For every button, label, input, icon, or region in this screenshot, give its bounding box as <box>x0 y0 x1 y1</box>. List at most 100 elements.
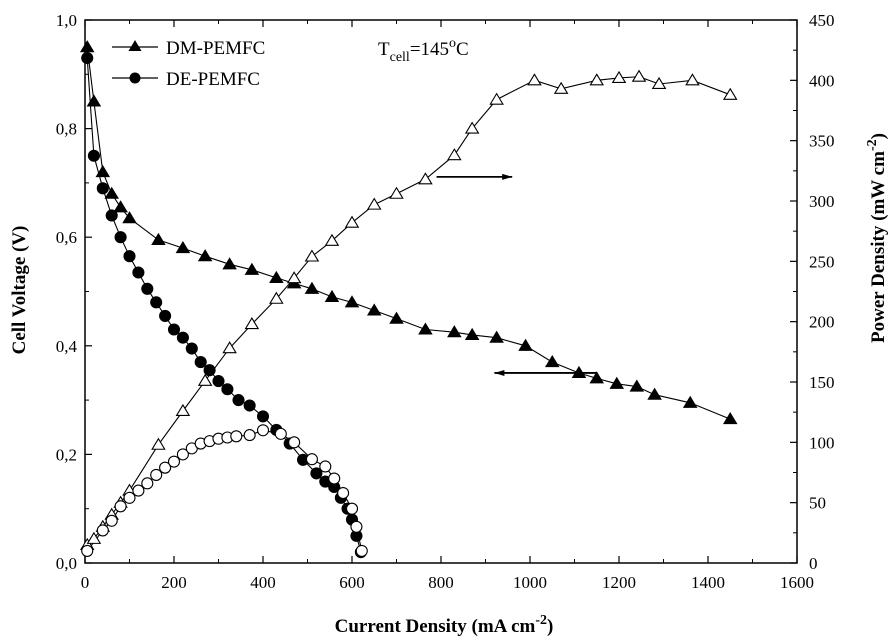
dm-voltage-point <box>344 295 360 308</box>
de-power-point <box>319 460 332 473</box>
anno-value: =145 <box>410 39 449 60</box>
legend-entry-dm-pemfc: DM-PEMFC <box>112 38 265 59</box>
y-left-tick-label: 0,4 <box>56 337 78 356</box>
dm-power-point <box>589 73 605 86</box>
series-line-0 <box>86 47 731 420</box>
x-tick-label: 0 <box>81 573 90 592</box>
de-power-point <box>132 484 145 497</box>
de-power-point <box>345 502 359 515</box>
de-power-point <box>256 424 270 437</box>
dm-voltage-point <box>86 94 102 107</box>
dm-power-point <box>722 87 738 100</box>
dm-voltage-point <box>447 325 462 338</box>
de-voltage-point <box>87 149 100 162</box>
temperature-annotation: Tcell=145oC <box>378 36 469 65</box>
dm-power-point <box>151 437 166 450</box>
dm-voltage-point <box>722 412 738 425</box>
de-voltage-point <box>176 331 189 344</box>
dm-power-point <box>631 69 647 82</box>
de-voltage-point <box>105 209 118 222</box>
y-right-tick-label: 100 <box>809 433 835 452</box>
dm-voltage-point <box>518 338 533 351</box>
dm-voltage-point <box>244 262 260 275</box>
de-voltage-point <box>221 383 234 396</box>
de-voltage-point <box>123 250 136 263</box>
de-power-point <box>159 461 172 474</box>
de-power-point <box>355 544 368 557</box>
de-power-point <box>176 448 189 461</box>
dm-voltage-point <box>544 355 560 368</box>
y-left-tick-label: 1,0 <box>56 11 77 30</box>
de-voltage-point <box>141 282 154 295</box>
de-power-point <box>123 491 136 504</box>
y-right-tick-label: 200 <box>809 313 835 332</box>
y-right-tick-label: 350 <box>809 132 835 151</box>
y-right-tick-label: 150 <box>809 373 835 392</box>
dm-power-point <box>269 291 284 304</box>
x-tick-label: 400 <box>250 573 276 592</box>
de-power-point <box>243 429 256 442</box>
dm-power-point <box>389 186 404 199</box>
dm-voltage-point <box>324 289 340 302</box>
x-title-main: Current Density (mA cm <box>335 616 536 637</box>
dm-power-point <box>447 148 462 161</box>
dm-voltage-point <box>79 40 95 53</box>
dm-power-point <box>366 197 382 210</box>
anno-sub: cell <box>390 50 410 65</box>
dm-voltage-point <box>222 257 237 270</box>
dm-voltage-point <box>366 303 382 316</box>
y-right-title-sup: -2 <box>865 139 880 151</box>
x-tick-label: 600 <box>339 573 365 592</box>
x-title-end: ) <box>547 616 553 637</box>
dm-power-point <box>86 531 102 544</box>
de-voltage-point <box>159 309 172 322</box>
de-voltage-point <box>132 266 145 279</box>
axis-ticks: 0 200 400 600 800 1000 1200 1400 16000,00,20,40,… <box>56 11 835 592</box>
legend-entry-de-pemfc: DE-PEMFC <box>112 69 260 90</box>
dm-voltage-point <box>151 232 166 245</box>
series-lines <box>86 47 731 553</box>
de-power-point <box>337 486 350 500</box>
dm-power-point <box>489 92 504 105</box>
de-voltage-point <box>167 323 181 336</box>
dm-power-point <box>244 317 260 330</box>
de-voltage-point <box>256 410 270 423</box>
y-right-tick-label: 400 <box>809 71 835 90</box>
de-voltage-point <box>310 467 323 480</box>
x-axis-title: Current Density (mA cm-2) <box>335 613 554 637</box>
dm-voltage-point <box>609 376 625 389</box>
x-tick-label: 1000 <box>513 573 547 592</box>
dm-voltage-point <box>682 395 698 408</box>
plot-area-border <box>84 19 798 564</box>
de-power-point <box>167 455 181 468</box>
axis-arrows <box>436 173 597 376</box>
legend-circle-marker <box>129 72 141 84</box>
y-right-title-main: Power Density (mW cm <box>868 151 889 343</box>
x-tick-label: 1200 <box>602 573 636 592</box>
dm-voltage-point <box>647 387 662 400</box>
dm-voltage-point <box>489 330 504 343</box>
de-power-point <box>230 430 243 443</box>
y-right-tick-label: 250 <box>809 252 835 271</box>
dm-voltage-point <box>122 211 137 224</box>
de-voltage-point <box>150 296 163 309</box>
arrow-head-left <box>494 369 505 376</box>
de-power-point <box>141 477 154 490</box>
x-title-sup: -2 <box>535 613 547 628</box>
de-power-point <box>328 472 341 485</box>
de-power-point <box>81 544 94 557</box>
de-power-point <box>96 524 109 537</box>
dm-power-point <box>685 73 700 86</box>
de-voltage-point <box>212 375 225 388</box>
de-power-point <box>350 520 363 533</box>
dm-power-point <box>651 76 667 90</box>
legend: DM-PEMFC DE-PEMFC <box>112 38 265 90</box>
y-right-title-end: ) <box>868 133 889 139</box>
dm-power-point <box>527 73 542 86</box>
y-left-tick-label: 0,6 <box>56 228 77 247</box>
x-tick-label: 1600 <box>780 573 814 592</box>
x-tick-label: 1400 <box>691 573 725 592</box>
y-right-tick-label: 50 <box>809 494 826 513</box>
y-right-tick-label: 300 <box>809 192 835 211</box>
